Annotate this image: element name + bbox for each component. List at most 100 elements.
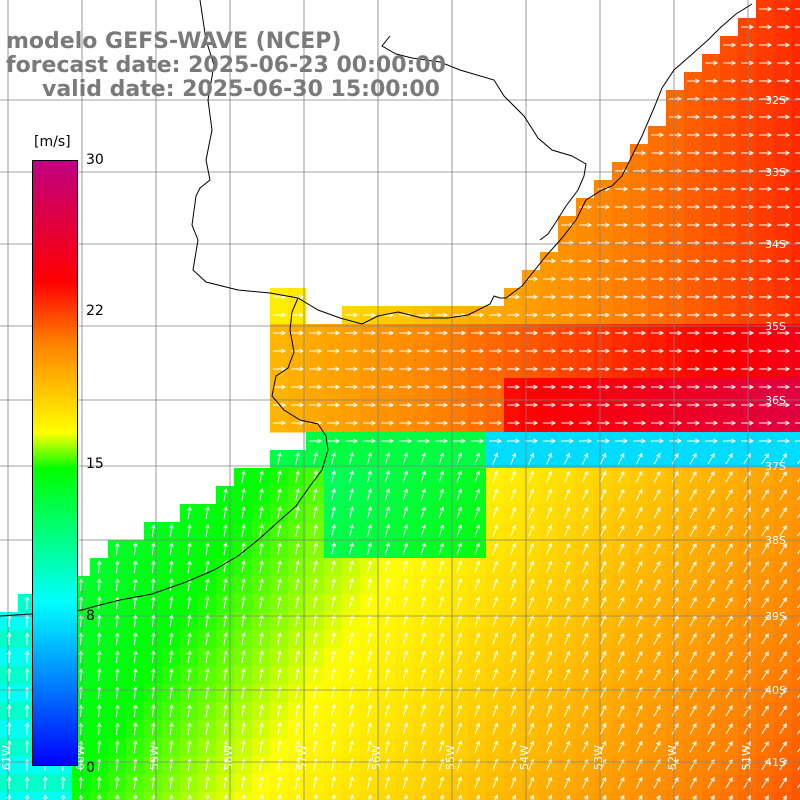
wind-arrow [187, 704, 192, 718]
wind-arrow [456, 704, 463, 717]
wind-arrow [581, 488, 589, 501]
wind-arrow [723, 438, 737, 444]
wind-arrow [277, 650, 282, 663]
wind-arrow [633, 150, 647, 156]
longitude-label: 58W [222, 745, 235, 770]
wind-arrow [671, 488, 679, 501]
wind-arrow [777, 24, 791, 30]
wind-cell [558, 792, 577, 800]
wind-arrow [546, 452, 553, 465]
wind-arrow [381, 438, 395, 444]
wind-arrow [492, 722, 499, 735]
wind-arrow [525, 312, 539, 318]
wind-arrow [348, 542, 354, 555]
wind-arrow [723, 222, 737, 228]
wind-arrow [707, 758, 715, 771]
wind-arrow [651, 402, 665, 408]
wind-arrow [169, 632, 174, 646]
wind-arrow [277, 452, 282, 465]
wind-arrow [741, 132, 755, 138]
wind-arrow [348, 668, 354, 681]
wind-arrow [331, 794, 336, 800]
latitude-label: 37S [765, 460, 786, 473]
wind-arrow [561, 258, 575, 264]
wind-arrow [759, 222, 773, 228]
wind-arrow [579, 330, 593, 336]
wind-arrow [759, 294, 773, 300]
wind-arrow [24, 595, 30, 610]
wind-arrow [651, 294, 665, 300]
wind-arrow [546, 704, 553, 717]
wind-arrow [725, 650, 733, 663]
wind-arrow [456, 740, 463, 753]
wind-arrow [707, 578, 715, 591]
wind-arrow [273, 402, 287, 408]
wind-arrow [291, 366, 305, 372]
wind-arrow [561, 438, 575, 444]
wind-arrow [169, 794, 174, 800]
wind-arrow [169, 722, 174, 736]
wind-arrow [671, 722, 679, 735]
wind-arrow [546, 776, 553, 789]
wind-arrow [543, 312, 557, 318]
wind-arrow [795, 224, 800, 226]
wind-arrow [366, 524, 373, 537]
wind-arrow [584, 794, 589, 800]
wind-arrow [150, 686, 156, 700]
wind-arrow [187, 560, 192, 574]
wind-cell [792, 720, 800, 739]
wind-arrow [725, 632, 733, 645]
wind-arrow [295, 506, 300, 519]
wind-arrow [795, 386, 800, 388]
wind-arrow [366, 632, 373, 645]
wind-arrow [453, 384, 467, 390]
wind-arrow [223, 506, 228, 519]
wind-arrow [615, 330, 629, 336]
wind-arrow [205, 542, 210, 556]
wind-arrow [313, 524, 318, 537]
wind-arrow [779, 705, 787, 717]
wind-arrow [651, 438, 665, 444]
wind-arrow [599, 740, 607, 753]
wind-arrow [689, 578, 697, 591]
wind-arrow [602, 794, 607, 800]
wind-cell [792, 612, 800, 631]
wind-arrow [795, 98, 800, 100]
wind-arrow [114, 721, 120, 736]
wind-arrow [331, 632, 336, 645]
wind-arrow [366, 452, 373, 465]
wind-arrow [309, 330, 323, 336]
wind-arrow [489, 384, 503, 390]
wind-arrow [651, 348, 665, 354]
wind-arrow [507, 402, 521, 408]
wind-arrow [474, 488, 481, 501]
wind-arrow [456, 524, 463, 537]
wind-arrow [349, 794, 354, 800]
wind-arrow [797, 513, 800, 519]
wind-arrow [797, 729, 800, 735]
wind-arrow [384, 488, 391, 501]
wind-arrow [687, 384, 701, 390]
wind-arrow [615, 384, 629, 390]
wind-arrow [547, 794, 553, 800]
wind-arrow [725, 506, 733, 519]
wind-arrow [78, 577, 84, 592]
wind-arrow [205, 560, 210, 574]
wind-arrow [669, 384, 683, 390]
wind-arrow [723, 276, 737, 282]
wind-arrow [651, 276, 665, 282]
wind-arrow [420, 740, 427, 753]
wind-arrow [599, 704, 607, 717]
colorbar-tick-0: 0 [86, 760, 95, 776]
wind-arrow [797, 693, 800, 699]
wind-arrow [348, 578, 354, 591]
wind-arrow [132, 685, 138, 700]
wind-arrow [777, 402, 791, 408]
wind-arrow [475, 794, 481, 800]
wind-arrow [528, 740, 535, 753]
wind-arrow [617, 470, 625, 483]
wind-arrow [633, 420, 647, 426]
wind-arrow [24, 703, 30, 718]
wind-arrow [150, 650, 156, 664]
wind-arrow [797, 567, 800, 573]
